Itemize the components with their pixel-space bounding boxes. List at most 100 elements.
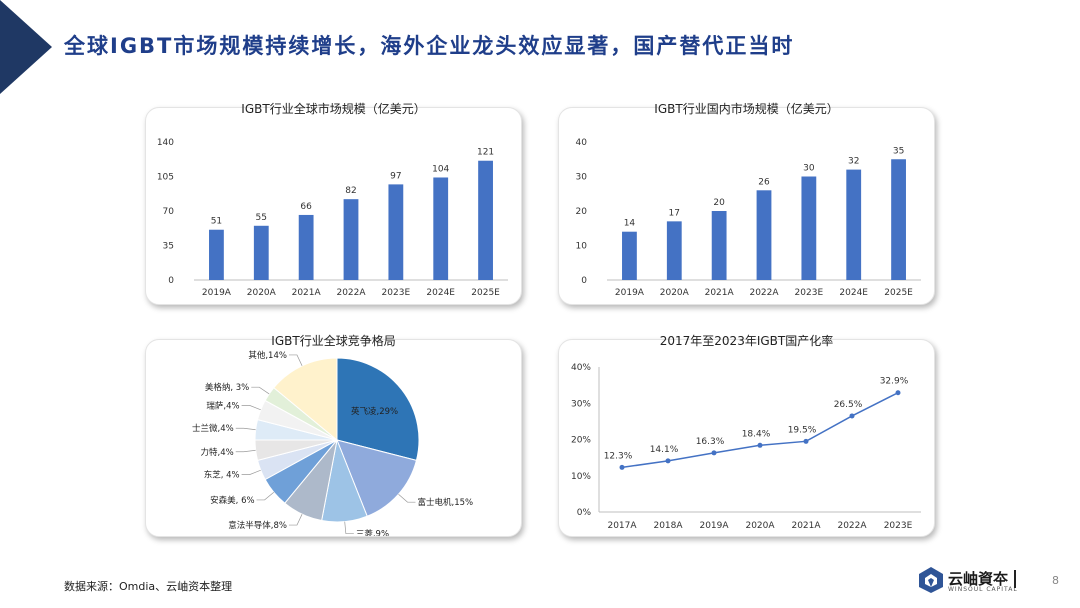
y-tick-label: 10: [576, 242, 588, 252]
data-point: [757, 442, 763, 448]
bar: [846, 169, 862, 280]
data-label: 121: [477, 148, 494, 158]
slice-label: 瑞萨,4%: [206, 400, 239, 411]
data-label: 51: [211, 217, 222, 227]
pie-slice: [336, 439, 418, 517]
data-label: 19.5%: [788, 425, 817, 435]
data-label: 32: [848, 157, 859, 167]
data-point: [619, 464, 625, 470]
data-label: 82: [345, 186, 356, 196]
y-tick-label: 30%: [571, 399, 591, 409]
y-tick-label: 105: [157, 173, 174, 183]
x-tick-label: 2019A: [615, 288, 645, 298]
y-tick-label: 140: [157, 138, 174, 148]
bar: [891, 159, 906, 280]
data-label: 17: [669, 208, 680, 218]
bar: [388, 184, 404, 280]
data-point: [849, 413, 855, 419]
localization-rate-panel: 2017年至2023年IGBT国产化率 0% 10% 20% 30% 40% 12.3% 2…: [558, 334, 935, 537]
data-label: 26.5%: [834, 400, 863, 410]
leader-line: [288, 514, 303, 526]
competition-pie-chart: 英飞凌,29% 富士电机,15% 三菱,9% 意法半导体,8% 安森美, 6% 东芝, 4…: [192, 350, 474, 536]
y-tick-label: 0: [168, 276, 174, 286]
slice-label: 东芝, 4%: [204, 470, 240, 481]
data-label: 26: [758, 177, 770, 187]
x-tick-label: 2023E: [382, 288, 411, 298]
data-label: 104: [432, 164, 449, 174]
y-tick-label: 70: [163, 207, 175, 217]
data-point: [803, 438, 809, 444]
y-tick-label: 30: [576, 173, 588, 183]
data-label: 97: [390, 171, 401, 181]
leader-line: [241, 405, 261, 411]
chart-title: IGBT行业全球市场规模（亿美元）: [241, 102, 426, 116]
data-label: 30: [803, 164, 815, 174]
x-tick-label: 2017A: [607, 521, 637, 531]
competition-pie-panel: IGBT行业全球竞争格局 英飞凌,29% 富士电机,15% 三菱,9% 意法半导体,8…: [145, 334, 522, 537]
data-label: 12.3%: [604, 451, 633, 461]
y-tick-label: 20: [576, 207, 588, 217]
x-tick-label: 2021A: [791, 521, 821, 531]
x-tick-label: 2020A: [660, 288, 690, 298]
domestic-market-panel: IGBT行业国内市场规模（亿美元） 0 10 20 30 40 14 2019A 17 2020…: [558, 102, 935, 305]
y-tick-label: 40: [576, 138, 588, 148]
leader-line: [256, 491, 275, 501]
x-tick-label: 2021A: [292, 288, 322, 298]
x-tick-label: 2018A: [653, 521, 683, 531]
y-tick-label: 35: [163, 242, 174, 252]
x-tick-label: 2025E: [884, 288, 913, 298]
x-tick-label: 2022A: [749, 288, 779, 298]
slice-label: 富士电机,15%: [418, 497, 474, 508]
domestic-market-bar-chart: 0 10 20 30 40 14 2019A 17 2020A 20 2021A 26 2022A 30 2…: [576, 138, 921, 298]
slice-label: 其他,14%: [248, 350, 287, 361]
x-tick-label: 2024E: [426, 288, 455, 298]
y-tick-label: 0%: [577, 508, 592, 518]
bar: [801, 176, 817, 280]
y-tick-label: 0: [581, 276, 587, 286]
slice-label: 力特,4%: [201, 447, 234, 458]
data-label: 35: [893, 146, 904, 156]
slice-label: 士兰微,4%: [192, 423, 234, 434]
winsoul-logo-icon: [919, 567, 943, 593]
x-tick-label: 2025E: [471, 288, 500, 298]
pie-slice: [273, 357, 338, 442]
x-tick-label: 2024E: [839, 288, 868, 298]
x-tick-label: 2020A: [745, 521, 775, 531]
leader-line: [241, 469, 261, 475]
data-label: 32.9%: [880, 377, 909, 387]
y-tick-label: 10%: [571, 472, 591, 482]
bar: [478, 160, 493, 280]
data-label: 16.3%: [696, 437, 725, 447]
slice-label: 英飞凌,29%: [351, 406, 398, 417]
slice-label: 美格纳, 3%: [205, 382, 249, 393]
x-tick-label: 2021A: [705, 288, 735, 298]
x-tick-label: 2019A: [202, 288, 232, 298]
leader-line: [288, 354, 303, 366]
bar: [433, 177, 449, 280]
pie-slice: [336, 357, 420, 462]
bar: [253, 225, 269, 280]
localization-rate-line-chart: 0% 10% 20% 30% 40% 12.3% 2017A 14.1% 2018A 16.3% 2…: [571, 363, 921, 531]
y-tick-label: 40%: [571, 363, 591, 373]
chart-title: IGBT行业全球竞争格局: [271, 334, 396, 348]
data-label: 14.1%: [650, 445, 679, 455]
bar: [711, 211, 727, 280]
slice-label: 三菱,9%: [356, 529, 389, 536]
data-label: 20: [713, 198, 725, 208]
data-point: [895, 390, 901, 396]
x-tick-label: 2022A: [837, 521, 867, 531]
data-label: 18.4%: [742, 429, 771, 439]
leader-line: [398, 493, 416, 503]
bar: [756, 190, 772, 280]
logo-divider: [1014, 570, 1016, 588]
page-title: 全球IGBT市场规模持续增长，海外企业龙头效应显著，国产替代正当时: [64, 34, 795, 58]
data-source-note: 数据来源：Omdia、云岫资本整理: [64, 580, 233, 593]
data-point: [711, 450, 717, 456]
chart-title: IGBT行业国内市场规模（亿美元）: [654, 102, 839, 116]
x-tick-label: 2023E: [795, 288, 824, 298]
bar: [622, 231, 637, 280]
x-tick-label: 2019A: [699, 521, 729, 531]
chart-title: 2017年至2023年IGBT国产化率: [659, 334, 834, 348]
global-market-bar-chart: 0 35 70 105 140 51 2019A 55 2020A 66 2021A 82 2022A 9…: [157, 138, 508, 298]
data-label: 66: [300, 202, 312, 212]
